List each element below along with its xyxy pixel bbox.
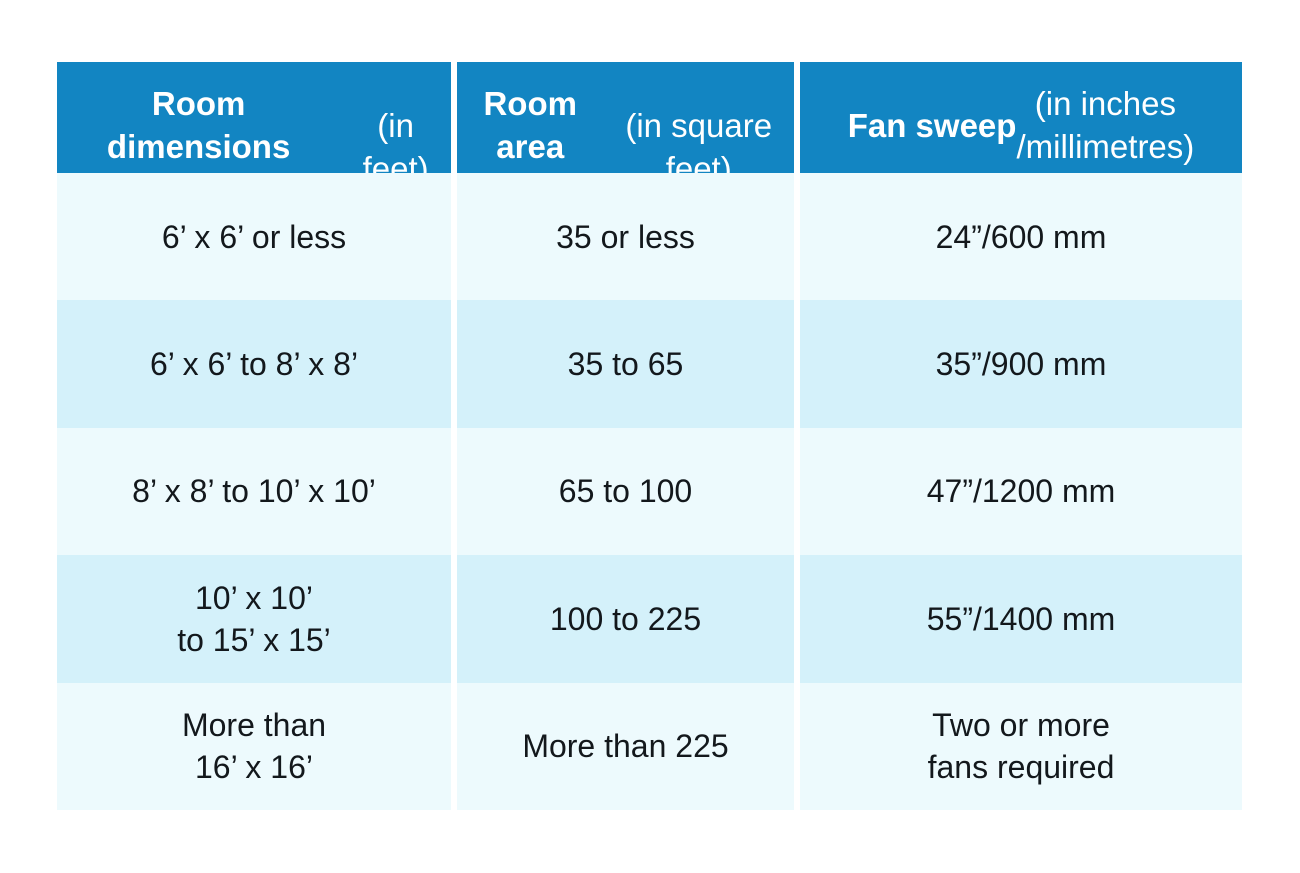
header-bold-text: Room dimensions [106,85,291,166]
column-header-fan-sweep: Fan sweep (in inches /millimetres) [800,62,1242,191]
header-sub-text: (in feet) [362,106,429,187]
header-bold-text: Fan sweep [847,106,1017,144]
room-area-cell: 65 to 100 [457,427,794,556]
fan-sweep-cell: 24”/600 mm [800,173,1242,301]
room-area-cell: 35 to 65 [457,300,794,428]
fan-sweep-cell: 35”/900 mm [800,300,1242,428]
fan-sweep-cell: 47”/1200 mm [800,427,1242,556]
room-dimensions-cell: More than 16’ x 16’ [57,682,451,810]
header-sub-text: (in square feet) [625,106,773,187]
table-header-row: Room dimensions (in feet) Room area (in … [57,62,1242,191]
room-dimensions-cell: 10’ x 10’ to 15’ x 15’ [57,555,451,683]
fan-sweep-cell: Two or more fans required [800,682,1242,810]
room-area-cell: 35 or less [457,173,794,301]
table-body: 6’ x 6’ or less 35 or less 24”/600 mm 6’… [57,173,1242,810]
room-dimensions-cell: 8’ x 8’ to 10’ x 10’ [57,427,451,556]
header-sub-text: (in inches /millimetres) [1016,85,1195,166]
room-area-cell: More than 225 [457,682,794,810]
room-dimensions-cell: 6’ x 6’ or less [57,173,451,301]
header-bold-text: Room area [483,85,577,166]
column-header-room-dimensions: Room dimensions (in feet) [57,62,451,191]
room-area-cell: 100 to 225 [457,555,794,683]
fan-sweep-cell: 55”/1400 mm [800,555,1242,683]
fan-size-table: Room dimensions (in feet) Room area (in … [57,62,1242,810]
room-dimensions-cell: 6’ x 6’ to 8’ x 8’ [57,300,451,428]
column-header-room-area: Room area (in square feet) [457,62,794,191]
